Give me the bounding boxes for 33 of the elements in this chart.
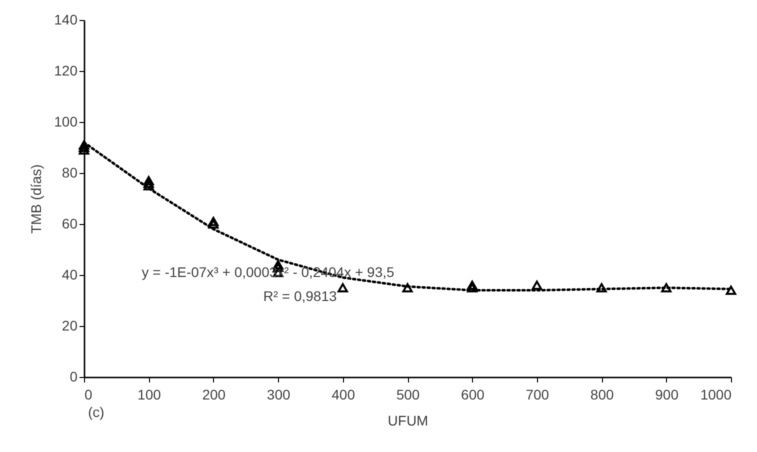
y-tick-label: 120 — [54, 62, 78, 78]
y-tick-label: 40 — [62, 266, 78, 282]
x-tick-label: 300 — [266, 386, 290, 402]
y-tick-label: 60 — [62, 216, 78, 232]
point — [208, 219, 219, 229]
x-tick-label: 800 — [590, 386, 614, 402]
y-tick-label: 140 — [54, 12, 78, 28]
y-tick-label: 20 — [62, 318, 78, 334]
y-axis-title: TMB (días) — [28, 164, 44, 234]
point — [144, 176, 154, 186]
text: (c) — [88, 404, 104, 420]
y-tick-label: 0 — [70, 368, 78, 384]
x-tick-label: 900 — [655, 386, 679, 402]
point — [726, 286, 736, 295]
y-tick-label: 100 — [54, 114, 78, 130]
point — [208, 216, 219, 226]
x-tick-label: 1000 — [700, 386, 732, 402]
x-tick-label: 0 — [84, 386, 92, 402]
point — [402, 283, 413, 292]
x-tick-label: 500 — [396, 386, 420, 402]
x-tick-label: 400 — [332, 386, 356, 402]
x-tick-label: 200 — [202, 386, 226, 402]
x-tick-label: 700 — [526, 386, 550, 402]
point — [661, 283, 672, 292]
point — [596, 283, 607, 292]
point — [467, 280, 478, 290]
point — [338, 283, 348, 292]
x-tick-label: 100 — [138, 386, 162, 402]
x-tick-label: 600 — [461, 386, 485, 402]
annotation: R² = 0,9813 — [263, 288, 337, 304]
y-tick-label: 80 — [62, 164, 78, 180]
x-axis-title: UFUM — [388, 412, 428, 428]
point — [532, 280, 542, 290]
